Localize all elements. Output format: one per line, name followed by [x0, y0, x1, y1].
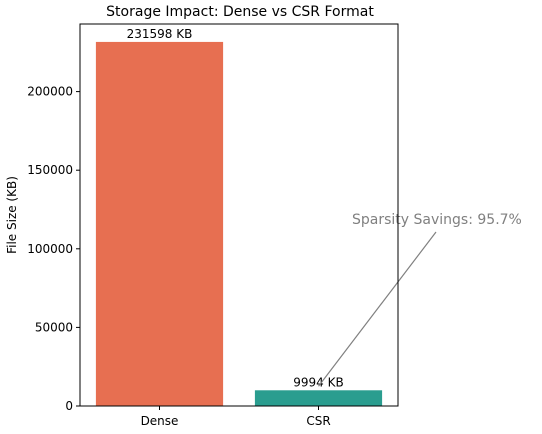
bars-group [95, 41, 383, 407]
x-tick-label-dense: Dense [141, 414, 179, 428]
y-tick-label: 50000 [35, 320, 73, 334]
chart-title: Storage Impact: Dense vs CSR Format [106, 4, 374, 20]
y-tick-label: 150000 [27, 163, 73, 177]
data-label-csr: 9994 KB [293, 375, 343, 389]
y-tick-label: 0 [65, 399, 73, 413]
y-axis-label: File Size (KB) [5, 176, 19, 254]
bar-dense [95, 41, 224, 407]
plot-frame [79, 23, 399, 407]
y-tick-label: 100000 [27, 242, 73, 256]
annotation-group: Sparsity Savings: 95.7% [318, 212, 522, 387]
annotation-text: Sparsity Savings: 95.7% [352, 212, 522, 228]
x-tick-label-csr: CSR [306, 414, 330, 428]
x-axis: Dense CSR [141, 406, 331, 428]
y-tick-label: 200000 [27, 85, 73, 99]
data-labels-group: 231598 KB 9994 KB [127, 27, 344, 389]
y-axis: 0 50000 100000 150000 200000 [27, 85, 80, 413]
annotation-arrow [318, 231, 437, 387]
data-label-dense: 231598 KB [127, 27, 193, 41]
bar-csr [254, 390, 383, 406]
